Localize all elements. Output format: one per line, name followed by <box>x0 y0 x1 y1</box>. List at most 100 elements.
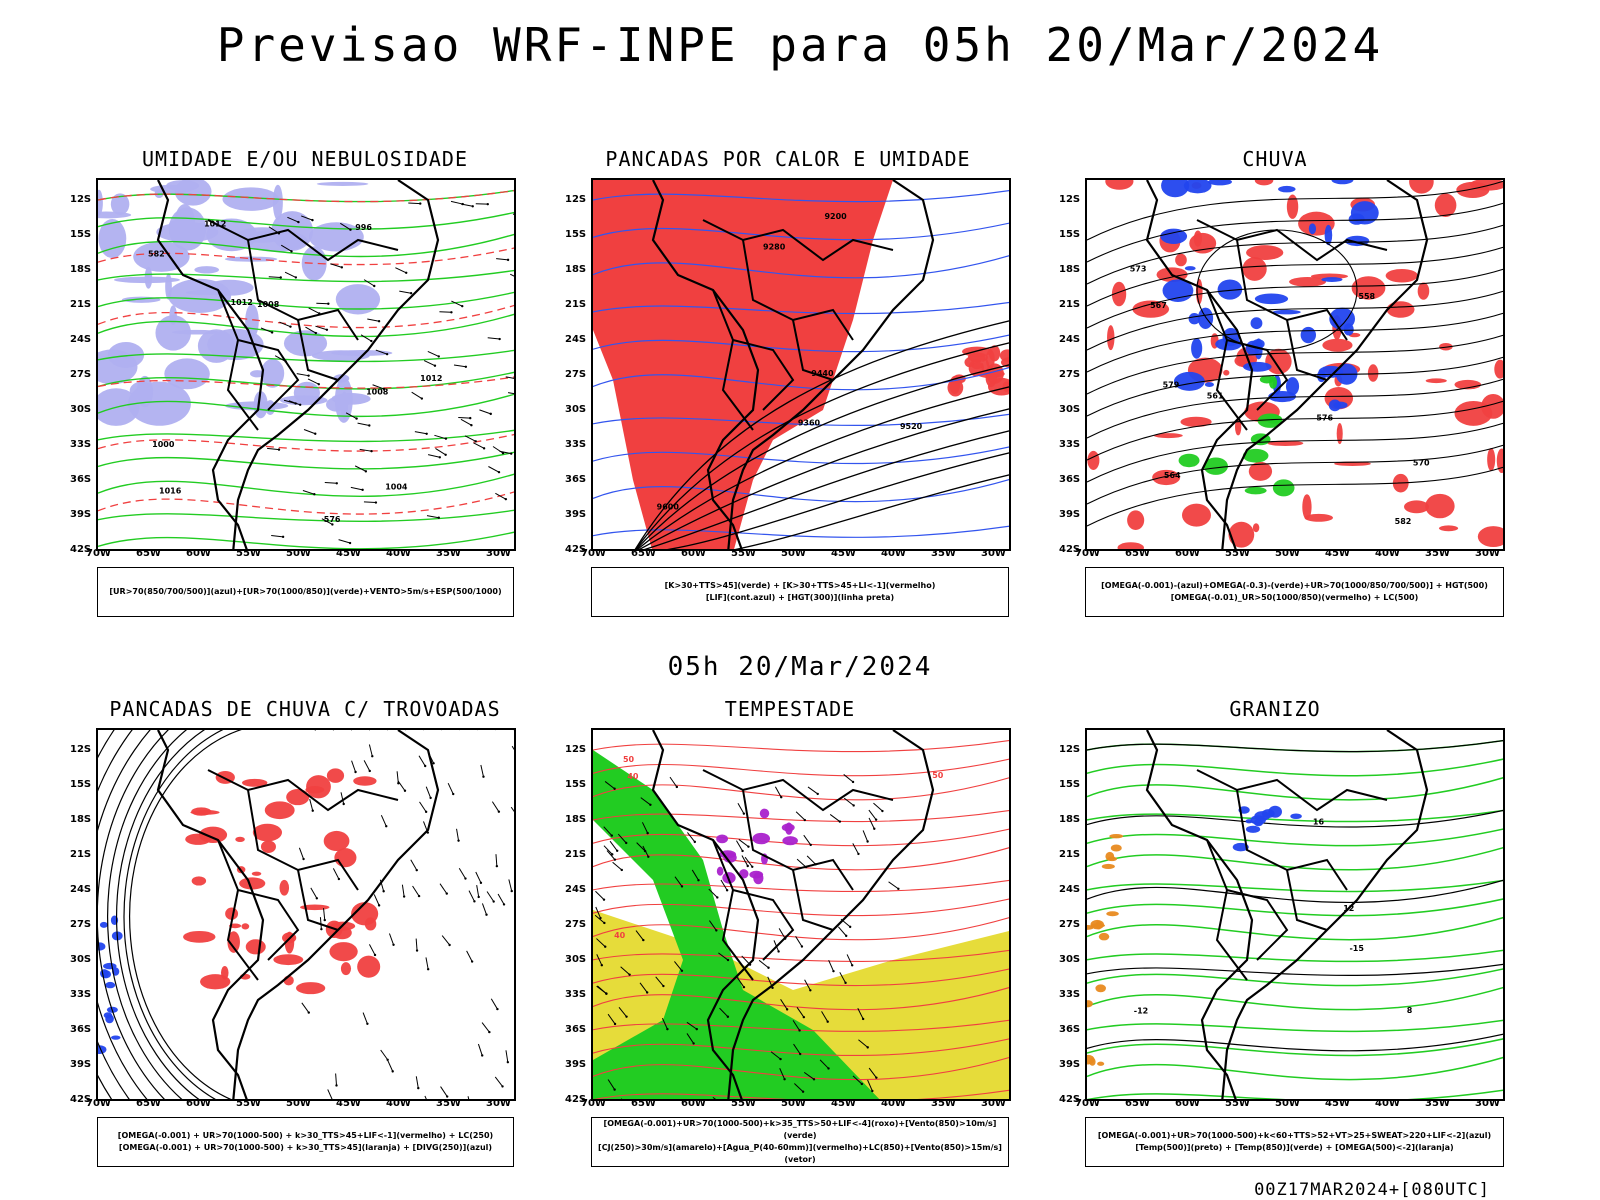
lat-tick-label: 36S <box>70 1024 92 1035</box>
hgt-contours <box>634 320 1009 549</box>
lat-tick-label: 27S <box>565 919 587 930</box>
panel-title-chuva: CHUVA <box>1242 147 1308 171</box>
country-borders <box>1145 180 1429 549</box>
legend-line: [OMEGA(-0.001)+UR>70(1000-500)+k>35_TTS>… <box>603 1119 997 1140</box>
legend-tempestade: [OMEGA(-0.001)+UR>70(1000-500)+k>35_TTS>… <box>591 1117 1009 1167</box>
lat-tick-label: 30S <box>70 954 92 965</box>
svg-text:570: 570 <box>1413 459 1430 468</box>
lat-tick-label: 30S <box>1059 954 1081 965</box>
svg-text:558: 558 <box>1358 292 1375 301</box>
lat-tick-label: 27S <box>565 369 587 380</box>
svg-text:996: 996 <box>355 223 372 232</box>
run-info: 00Z17MAR2024+[080UTC] <box>1254 1180 1490 1200</box>
lon-tick-label: 40W <box>1375 1098 1400 1109</box>
lat-tick-label: 27S <box>1059 369 1081 380</box>
country-borders <box>156 730 440 1099</box>
lat-tick-label: 27S <box>70 919 92 930</box>
lon-tick-label: 35W <box>931 1098 956 1109</box>
svg-text:12: 12 <box>1343 904 1354 913</box>
lat-tick-label: 42S <box>70 1094 92 1105</box>
contour-values: 40 50 40 50 <box>614 755 944 940</box>
svg-text:1008: 1008 <box>366 387 389 396</box>
lon-tick-label: 30W <box>981 1098 1006 1109</box>
map-canvas: -12 -15 16 12 8 <box>1087 730 1503 1099</box>
panel-title-tempestade: TEMPESTADE <box>724 697 856 721</box>
lat-tick-label: 18S <box>565 264 587 275</box>
lat-tick-label: 18S <box>1059 814 1081 825</box>
svg-text:40: 40 <box>614 931 626 940</box>
map-chuva: 582 579 576 573 570 567 564 561 558 <box>1085 178 1505 551</box>
map-calor: 9600 9520 9440 9360 9280 9200 <box>591 178 1011 551</box>
lon-tick-label: 50W <box>1275 1098 1300 1109</box>
map-granizo: -12 -15 16 12 8 <box>1085 728 1505 1101</box>
wind-vectors <box>594 774 900 1099</box>
lon-tick-label: 35W <box>1425 1098 1450 1109</box>
lon-tick-label: 60W <box>681 1098 706 1109</box>
lat-tick-label: 21S <box>70 299 92 310</box>
lon-tick-label: 65W <box>136 1098 161 1109</box>
lat-tick-label: 15S <box>565 229 587 240</box>
lat-tick-label: 15S <box>1059 779 1081 790</box>
lat-tick-label: 21S <box>70 849 92 860</box>
lat-tick-label: 33S <box>70 439 92 450</box>
svg-text:9440: 9440 <box>811 369 834 378</box>
lon-tick-label: 30W <box>1475 548 1500 559</box>
lon-tick-label: 35W <box>436 548 461 559</box>
country-borders <box>651 730 935 1099</box>
lat-tick-label: 21S <box>565 299 587 310</box>
lat-tick-label: 21S <box>1059 299 1081 310</box>
lat-tick-label: 39S <box>1059 1059 1081 1070</box>
wind-vectors <box>298 744 514 1099</box>
map-umidade: 1008 1012 1016 1012 1008 1004 1000 996 1012 576 58… <box>96 178 516 551</box>
legend-line: [OMEGA(-0.001)+UR>70(1000-500)+k<60+TTS>… <box>1097 1131 1492 1140</box>
lon-tick-label: 45W <box>1325 548 1350 559</box>
lat-tick-label: 24S <box>1059 334 1081 345</box>
lon-tick-label: 50W <box>286 548 311 559</box>
lon-tick-label: 45W <box>831 1098 856 1109</box>
lat-tick-label: 24S <box>565 334 587 345</box>
country-borders <box>1145 730 1429 1099</box>
lon-tick-label: 45W <box>336 548 361 559</box>
map-canvas: 582 579 576 573 570 567 564 561 558 <box>1087 180 1503 549</box>
lat-tick-label: 12S <box>70 194 92 205</box>
legend-granizo: [OMEGA(-0.001)+UR>70(1000-500)+k<60+TTS>… <box>1085 1117 1504 1167</box>
legend-umidade: [UR>70(850/700/500)](azul)+[UR>70(1000/8… <box>97 567 514 617</box>
lat-tick-label: 36S <box>70 474 92 485</box>
lat-tick-label: 15S <box>1059 229 1081 240</box>
legend-chuva: [OMEGA(-0.001)-(azul)+OMEGA(-0.3)-(verde… <box>1085 567 1504 617</box>
lat-tick-label: 21S <box>565 849 587 860</box>
shaded-area <box>1087 834 1124 1066</box>
svg-text:576: 576 <box>1316 413 1333 422</box>
lat-tick-label: 42S <box>565 1094 587 1105</box>
map-trovoadas <box>96 728 516 1101</box>
lat-tick-label: 12S <box>565 744 587 755</box>
lat-tick-label: 33S <box>1059 439 1081 450</box>
lat-tick-label: 24S <box>70 334 92 345</box>
lon-tick-label: 45W <box>336 1098 361 1109</box>
lon-tick-label: 35W <box>931 548 956 559</box>
svg-text:582: 582 <box>1395 517 1412 526</box>
lat-tick-label: 36S <box>565 474 587 485</box>
lon-tick-label: 65W <box>1125 548 1150 559</box>
lat-tick-label: 33S <box>565 439 587 450</box>
contour-lines <box>593 739 1009 1099</box>
lon-tick-label: 55W <box>1225 548 1250 559</box>
svg-text:1008: 1008 <box>257 300 280 309</box>
lat-tick-label: 42S <box>1059 1094 1081 1105</box>
lat-tick-label: 33S <box>565 989 587 1000</box>
lon-tick-label: 65W <box>1125 1098 1150 1109</box>
lat-tick-label: 24S <box>1059 884 1081 895</box>
lon-tick-label: 40W <box>386 1098 411 1109</box>
shaded-area <box>183 768 381 995</box>
legend-line: [K>30+TTS>45](verde) + [K>30+TTS>45+LI<-… <box>664 581 936 590</box>
legend-line: [OMEGA(-0.001) + UR>70(1000-500) + k>30_… <box>118 1143 493 1152</box>
svg-text:561: 561 <box>1207 392 1224 401</box>
lon-tick-label: 70W <box>581 1098 606 1109</box>
contour-values: 9600 9520 9440 9360 9280 9200 <box>657 212 923 511</box>
lon-tick-label: 60W <box>681 548 706 559</box>
lon-tick-label: 50W <box>286 1098 311 1109</box>
lon-tick-label: 35W <box>1425 548 1450 559</box>
shaded-area <box>947 345 1009 397</box>
svg-text:582: 582 <box>148 250 165 259</box>
legend-trovoadas: [OMEGA(-0.001) + UR>70(1000-500) + k>30_… <box>97 1117 514 1167</box>
